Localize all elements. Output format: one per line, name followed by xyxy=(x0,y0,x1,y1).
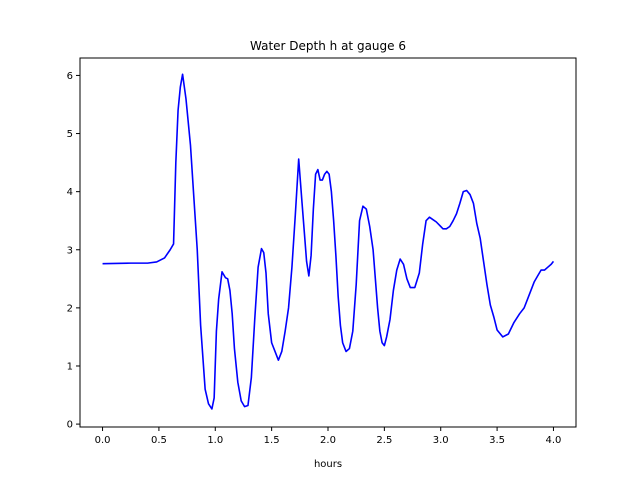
y-tick-label: 5 xyxy=(67,129,73,140)
y-tick-label: 1 xyxy=(67,361,73,372)
chart-title: Water Depth h at gauge 6 xyxy=(250,39,406,53)
x-tick-label: 4.0 xyxy=(546,435,562,446)
x-tick-label: 3.5 xyxy=(489,435,505,446)
x-tick-label: 0.5 xyxy=(151,435,167,446)
x-tick-label: 2.5 xyxy=(376,435,392,446)
y-tick-label: 6 xyxy=(67,71,73,82)
y-tick-label: 4 xyxy=(67,187,73,198)
plot-layer xyxy=(102,73,555,410)
y-tick-label: 2 xyxy=(67,303,73,314)
y-tick-label: 3 xyxy=(67,245,73,256)
x-tick-label: 1.0 xyxy=(207,435,223,446)
series-line-1 xyxy=(102,73,555,410)
y-tick-label: 0 xyxy=(67,420,73,431)
x-tick-label: 1.5 xyxy=(264,435,280,446)
x-axis-label: hours xyxy=(314,459,342,470)
x-tick-label: 0.0 xyxy=(95,435,111,446)
x-tick-label: 3.0 xyxy=(433,435,449,446)
x-tick-label: 2.0 xyxy=(320,435,336,446)
axes-layer: 0.0 0.5 1.0 1.5 2.0 2.5 3.0 3.5 4.0 0 1 2 3 4 5 6 xyxy=(67,57,577,446)
